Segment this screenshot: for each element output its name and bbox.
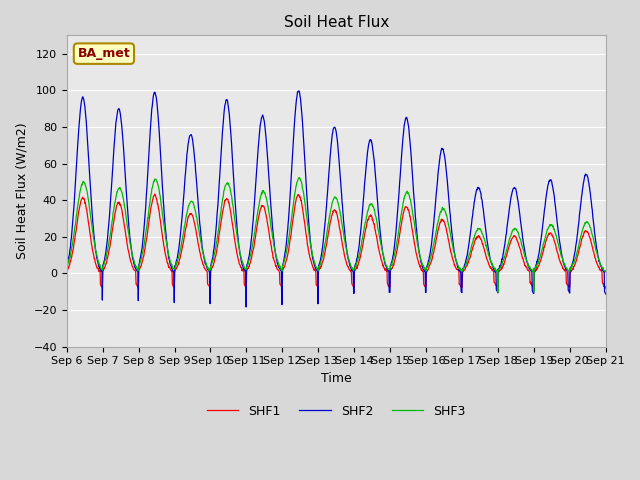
SHF1 <box>151 191 159 197</box>
SHF2 <box>243 304 250 310</box>
SHF3 <box>491 265 499 271</box>
SHF2 <box>295 88 303 94</box>
SHF2 <box>491 267 499 273</box>
Title: Soil Heat Flux: Soil Heat Flux <box>284 15 389 30</box>
SHF1 <box>538 251 546 257</box>
Legend: SHF1, SHF2, SHF3: SHF1, SHF2, SHF3 <box>202 400 470 423</box>
SHF2 <box>538 225 546 231</box>
SHF3 <box>420 266 428 272</box>
Line: SHF2: SHF2 <box>67 91 605 307</box>
SHF2 <box>63 263 70 269</box>
SHF1 <box>170 284 178 290</box>
SHF3 <box>243 264 251 270</box>
SHF1 <box>184 218 191 224</box>
SHF1 <box>63 267 70 273</box>
SHF1 <box>244 266 252 272</box>
X-axis label: Time: Time <box>321 372 351 385</box>
SHF3 <box>538 246 546 252</box>
SHF2 <box>243 262 251 267</box>
SHF2 <box>602 291 609 297</box>
Y-axis label: Soil Heat Flux (W/m2): Soil Heat Flux (W/m2) <box>15 123 28 259</box>
SHF3 <box>63 264 70 269</box>
SHF1 <box>602 285 609 291</box>
Line: SHF3: SHF3 <box>67 178 605 292</box>
SHF1 <box>491 280 499 286</box>
SHF3 <box>494 289 502 295</box>
Line: SHF1: SHF1 <box>67 194 605 288</box>
Text: BA_met: BA_met <box>77 47 131 60</box>
SHF3 <box>296 175 303 180</box>
SHF2 <box>420 268 428 274</box>
SHF2 <box>183 156 191 161</box>
SHF1 <box>134 286 142 291</box>
SHF3 <box>602 268 609 274</box>
SHF1 <box>420 283 428 288</box>
SHF3 <box>170 265 177 271</box>
SHF3 <box>183 211 191 217</box>
SHF2 <box>170 269 177 275</box>
